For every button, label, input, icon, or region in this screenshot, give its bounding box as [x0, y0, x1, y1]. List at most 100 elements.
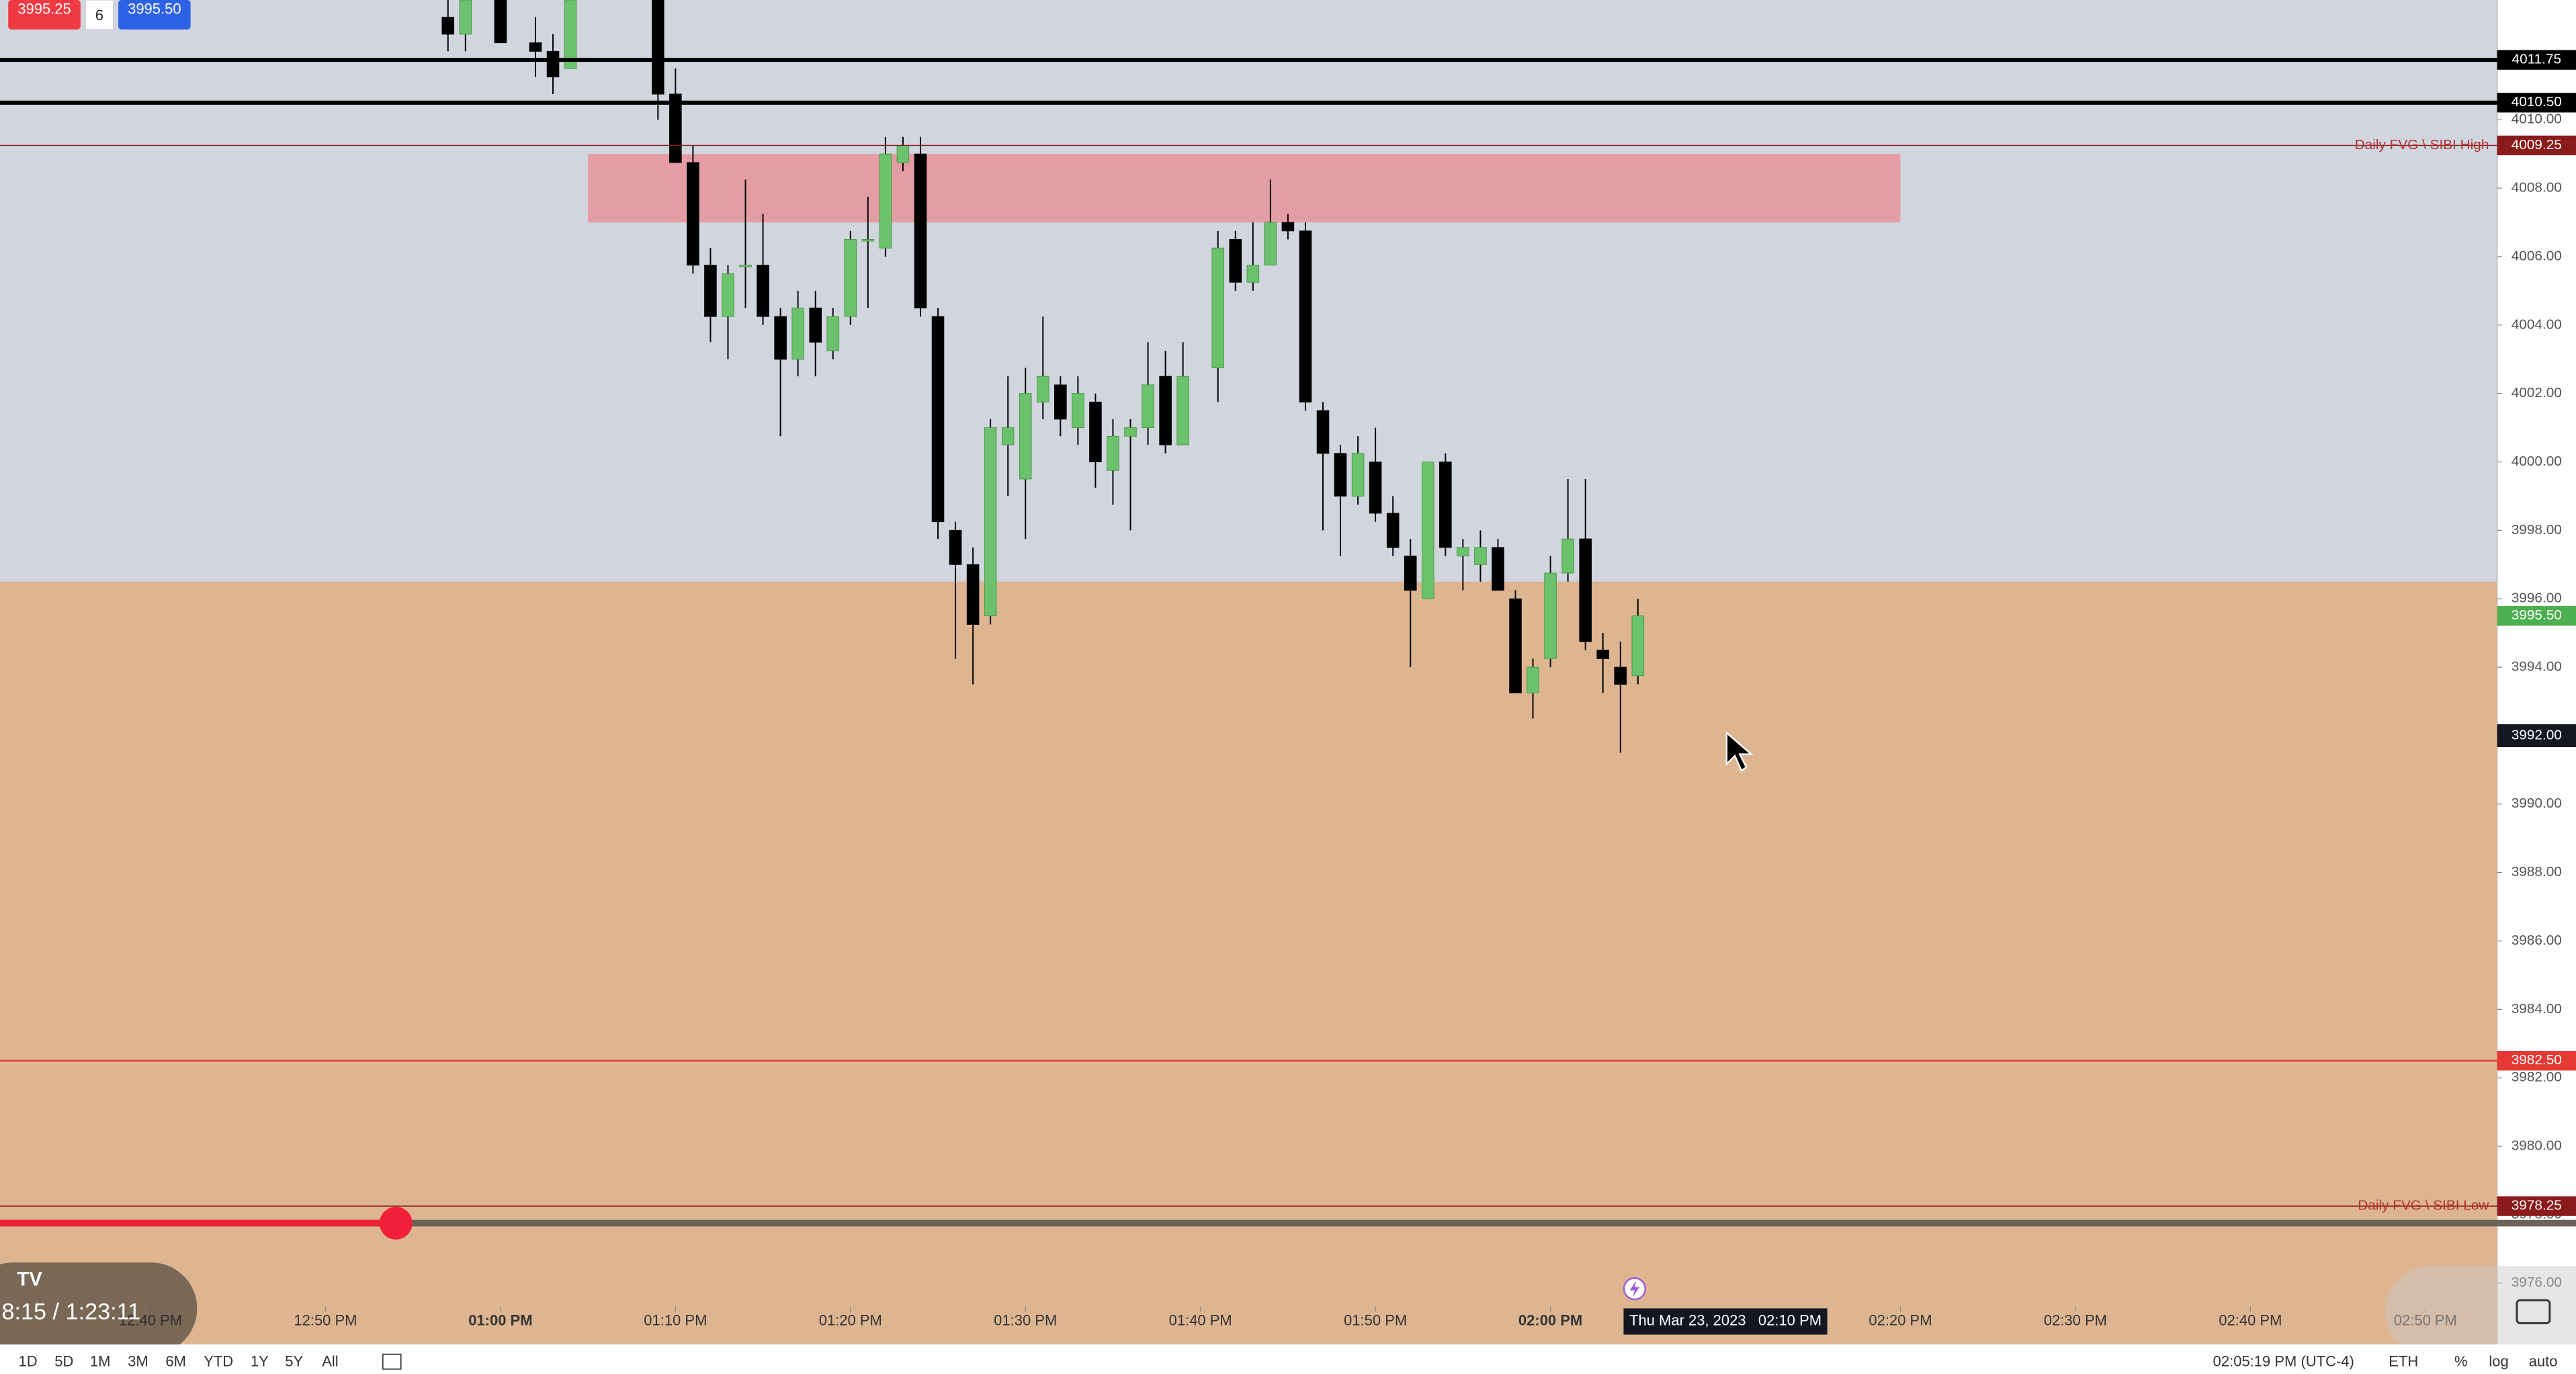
video-controls-pill: [2385, 1265, 2576, 1358]
candle-body: [1124, 427, 1137, 437]
mouse-cursor: [1725, 731, 1754, 772]
y-tick-label: 3980.00: [2511, 1138, 2562, 1154]
candle-body: [1281, 222, 1295, 232]
candle-body: [1631, 615, 1645, 677]
sell-button[interactable]: [8, 0, 81, 30]
y-tick-label: 3990.00: [2511, 796, 2562, 811]
y-tick-label: 4010.00: [2511, 112, 2562, 127]
range-button[interactable]: 3M: [128, 1353, 148, 1370]
candle-body: [1142, 384, 1154, 429]
candle-body: [1211, 247, 1225, 368]
percent-toggle[interactable]: %: [2454, 1353, 2468, 1370]
video-time-pill: [0, 1262, 198, 1355]
candle-body: [1474, 547, 1487, 565]
x-tick-label: 01:50 PM: [1344, 1312, 1407, 1329]
price-axis: [2497, 0, 2576, 1345]
candle-body: [1579, 538, 1592, 642]
y-tick-label: 3986.00: [2511, 933, 2562, 948]
last-price-label: 3995.50: [2511, 607, 2562, 623]
range-button[interactable]: 5Y: [285, 1353, 303, 1370]
candle-body: [1351, 453, 1365, 497]
candle-body: [1001, 427, 1015, 445]
candle-body: [652, 0, 664, 95]
x-tick-label: 01:10 PM: [644, 1312, 707, 1329]
candle-body: [1107, 435, 1119, 471]
candle-body: [1264, 222, 1277, 266]
x-tick-label: 01:20 PM: [819, 1312, 882, 1329]
candle-body: [809, 307, 822, 343]
candle-body: [546, 50, 560, 78]
candle-body: [1614, 667, 1627, 685]
range-button[interactable]: YTD: [204, 1353, 233, 1370]
candle-body: [757, 265, 769, 317]
clock: 02:05:19 PM (UTC-4): [2213, 1353, 2354, 1370]
date-range-icon[interactable]: [382, 1353, 402, 1370]
log-toggle[interactable]: log: [2489, 1353, 2508, 1370]
session-toggle[interactable]: ETH: [2389, 1353, 2418, 1370]
candle-body: [1544, 572, 1557, 659]
y-tick-label: 4000.00: [2511, 454, 2562, 469]
crosshair-y-tag: [2497, 724, 2576, 747]
candle-body: [1369, 462, 1382, 514]
candle-body: [1246, 265, 1260, 283]
candle-body: [494, 0, 507, 44]
range-button[interactable]: 1Y: [251, 1353, 269, 1370]
candle-body: [844, 239, 857, 317]
y-tick-label: 3988.00: [2511, 864, 2562, 879]
candle-body: [1334, 453, 1347, 497]
range-button[interactable]: 1M: [90, 1353, 111, 1370]
candle-body: [564, 0, 577, 69]
candle-body: [704, 265, 717, 317]
sell-price: 3995.25: [17, 0, 71, 17]
quantity-box[interactable]: [85, 0, 114, 30]
buy-button[interactable]: [118, 0, 191, 30]
candle-body: [914, 153, 927, 308]
candle-body: [1596, 650, 1610, 659]
candle-body: [1439, 462, 1452, 548]
level-tag-label: 4010.50: [2511, 94, 2562, 110]
level-tag: [2497, 135, 2576, 156]
candle-body: [1421, 462, 1434, 599]
candle-body: [1457, 547, 1469, 557]
video-logo: TV: [17, 1269, 42, 1291]
x-tick-label: 12:50 PM: [294, 1312, 357, 1329]
video-scrubber[interactable]: [379, 1207, 413, 1240]
crosshair-x-label: Thu Mar 23, 2023 02:10 PM: [1629, 1312, 1821, 1329]
range-button[interactable]: 6M: [165, 1353, 186, 1370]
candle-body: [861, 239, 875, 242]
y-tick-label: 4002.00: [2511, 385, 2562, 400]
x-tick-label: 02:40 PM: [2219, 1312, 2282, 1329]
level-tag: [2497, 1196, 2576, 1216]
candle-body: [529, 42, 542, 52]
x-tick-label: 01:00 PM: [468, 1312, 532, 1329]
bottom-toolbar: [0, 1344, 2576, 1374]
candle-body: [441, 16, 455, 35]
candle-body: [739, 265, 752, 267]
candle-body: [1492, 547, 1504, 591]
range-button[interactable]: 5D: [54, 1353, 73, 1370]
auto-toggle[interactable]: auto: [2529, 1353, 2558, 1370]
candle-body: [1072, 393, 1084, 429]
candle-body: [1176, 376, 1189, 445]
range-button[interactable]: All: [322, 1353, 338, 1370]
y-tick-label: 4006.00: [2511, 248, 2562, 263]
candle-body: [1527, 667, 1539, 693]
x-tick-label: 02:30 PM: [2044, 1312, 2107, 1329]
candle-body: [1036, 376, 1049, 402]
y-tick-label: 4004.00: [2511, 316, 2562, 332]
candle-body: [949, 529, 962, 565]
y-tick-label: 3984.00: [2511, 1001, 2562, 1017]
candle-body: [1316, 410, 1330, 454]
range-button[interactable]: 1D: [19, 1353, 38, 1370]
level-tag-label: 3978.25: [2511, 1198, 2562, 1213]
captions-button[interactable]: [2516, 1299, 2551, 1324]
event-bolt: [1629, 1280, 1640, 1297]
level-name: Daily FVG \ SIBI Low: [2358, 1198, 2489, 1213]
candle-body: [1386, 513, 1400, 548]
crosshair-y-label: 3992.00: [2511, 727, 2562, 742]
candle-body: [1159, 376, 1172, 445]
level-tag-label: 4011.75: [2512, 52, 2562, 67]
buy-price: 3995.50: [128, 0, 181, 17]
candle-body: [896, 144, 910, 163]
